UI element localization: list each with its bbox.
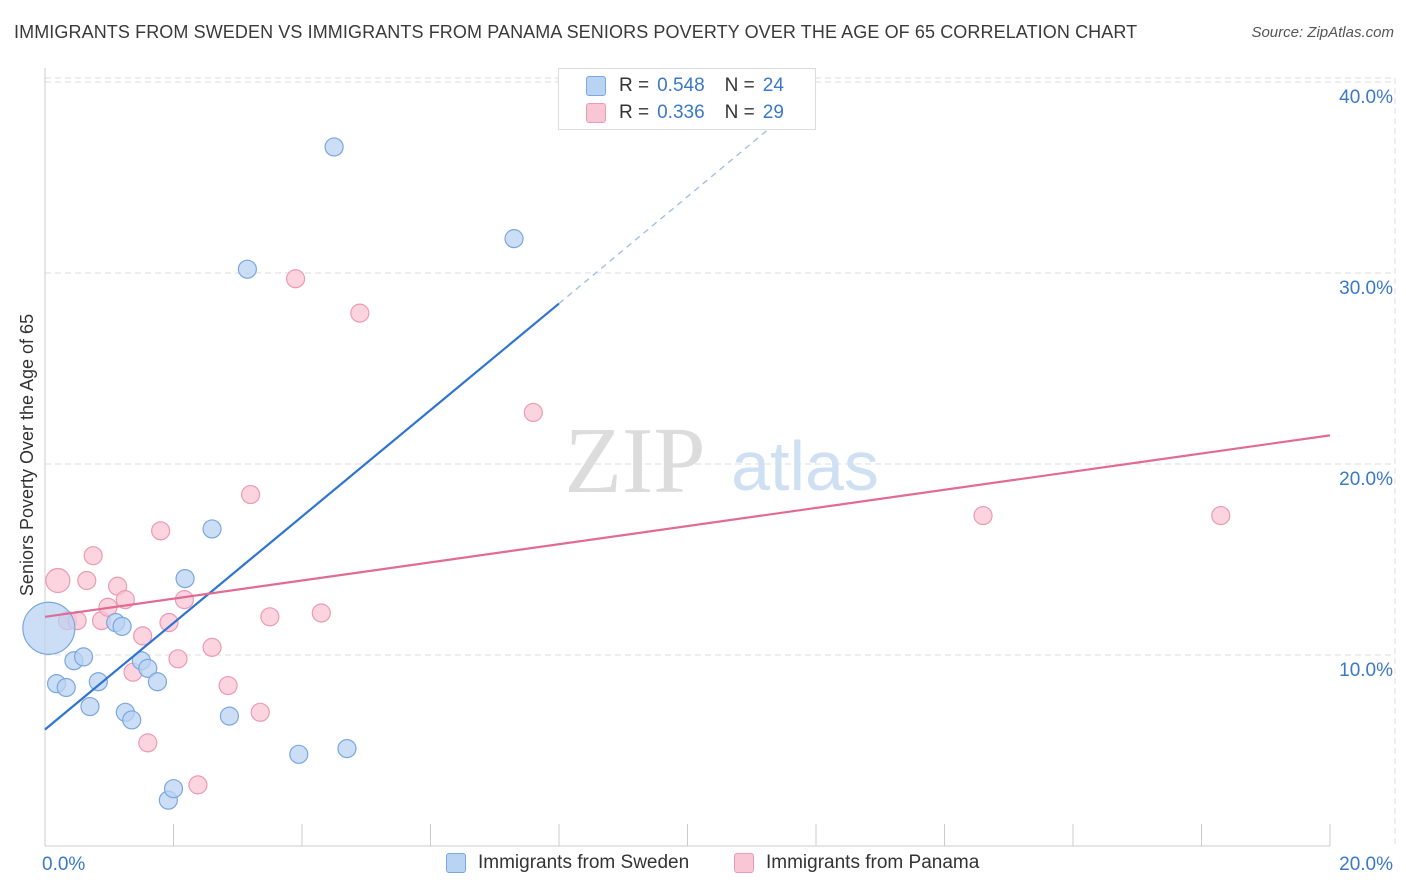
source-label: Source: ZipAtlas.com <box>1251 24 1394 41</box>
y-axis-label: Seniors Poverty Over the Age of 65 <box>17 314 37 596</box>
panama-point <box>151 521 171 541</box>
r-label: R = <box>619 102 650 123</box>
legend-label-sweden: Immigrants from Sweden <box>478 852 690 873</box>
sweden-point <box>73 647 94 667</box>
y-tick-label: 30.0% <box>1339 278 1393 299</box>
y-tick-label: 40.0% <box>1339 87 1393 108</box>
sweden-point <box>88 672 108 692</box>
sweden-point <box>219 706 239 726</box>
panama-point <box>159 612 179 633</box>
sweden-point <box>324 137 344 157</box>
panama-point <box>260 607 280 627</box>
n-value: 24 <box>762 75 784 96</box>
panama-point <box>218 675 238 696</box>
legend: Immigrants from Sweden Immigrants from P… <box>0 852 1406 878</box>
legend-item-panama[interactable]: Immigrants from Panama <box>734 852 979 874</box>
grid-layer <box>45 77 1396 846</box>
panama-point <box>202 637 222 657</box>
points-layer <box>22 137 1231 810</box>
panama-point <box>83 546 103 566</box>
legend-label-panama: Immigrants from Panama <box>766 852 980 873</box>
r-value: 0.336 <box>657 102 705 123</box>
r-value: 0.548 <box>657 75 705 96</box>
sweden-point <box>122 710 142 730</box>
stats-row-sweden: R = 0.548 N = 24 <box>586 73 784 99</box>
axis-layer <box>44 68 1331 847</box>
sweden-point <box>56 677 76 698</box>
sweden-point <box>337 738 357 759</box>
panama-point <box>350 303 370 323</box>
sweden-point <box>289 744 309 764</box>
y-tick-label: 20.0% <box>1339 469 1393 490</box>
sweden-point <box>504 229 524 249</box>
panama-point <box>188 775 208 795</box>
panama-point <box>250 702 270 722</box>
sweden-trendline <box>44 302 560 731</box>
sweden-point <box>112 616 132 636</box>
n-label: N = <box>724 102 755 123</box>
x-tick-label-end: 20.0% <box>1339 854 1393 875</box>
sweden-point <box>163 779 184 799</box>
r-label: R = <box>619 75 650 96</box>
panama-swatch <box>734 853 754 873</box>
legend-item-sweden[interactable]: Immigrants from Sweden <box>446 852 689 874</box>
panama-point <box>45 567 71 594</box>
n-label: N = <box>724 75 755 96</box>
sweden-point <box>138 658 158 678</box>
panama-swatch <box>586 103 606 123</box>
panama-trendline <box>44 434 1331 618</box>
chart-title: IMMIGRANTS FROM SWEDEN VS IMMIGRANTS FRO… <box>14 22 1138 42</box>
panama-point <box>311 603 331 623</box>
panama-point <box>285 269 306 289</box>
watermark-zip: ZIP <box>565 409 706 513</box>
watermark: ZIP atlas <box>565 409 879 513</box>
x-tick-label-start: 0.0% <box>42 854 85 875</box>
sweden-swatch <box>446 853 466 873</box>
watermark-atlas: atlas <box>731 427 879 505</box>
panama-point <box>973 505 993 526</box>
sweden-point <box>237 259 257 279</box>
stats-row-panama: R = 0.336 N = 29 <box>586 100 784 126</box>
panama-point <box>138 733 158 753</box>
sweden-point <box>22 601 76 655</box>
tick-labels: 10.0% 20.0% 30.0% 40.0% 0.0% 20.0% <box>42 87 1393 875</box>
n-value: 29 <box>762 102 784 123</box>
sweden-point <box>147 672 168 692</box>
panama-point <box>1211 505 1231 526</box>
panama-point <box>241 484 261 505</box>
stats-legend: R = 0.548 N = 24 R = 0.336 N = 29 <box>558 68 816 130</box>
panama-point <box>523 402 543 423</box>
sweden-swatch <box>586 76 606 96</box>
sweden-point <box>175 568 195 589</box>
panama-point <box>133 626 153 646</box>
panama-point <box>77 570 97 591</box>
panama-point <box>174 590 195 610</box>
panama-point <box>168 649 188 669</box>
sweden-point <box>202 519 222 539</box>
sweden-point <box>80 696 100 717</box>
y-tick-label: 10.0% <box>1339 660 1393 681</box>
